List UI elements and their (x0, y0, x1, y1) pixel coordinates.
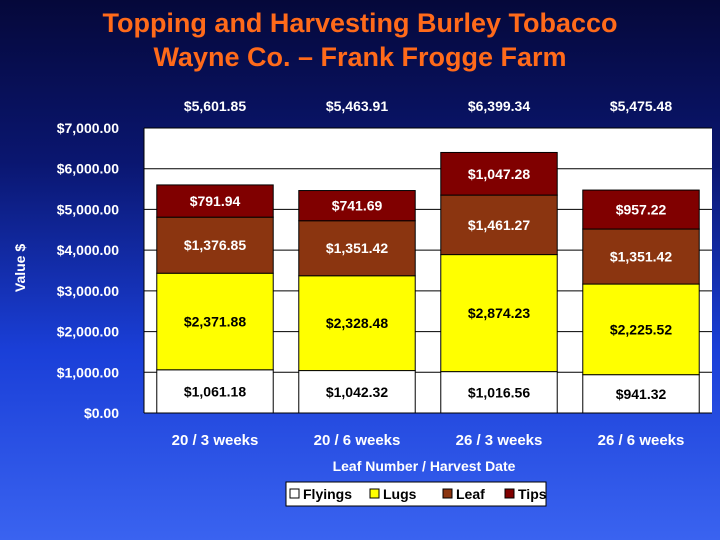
y-axis-tick-labels: $0.00 $1,000.00 $2,000.00 $3,000.00 $4,000.0… (57, 120, 119, 421)
segment-value-label: $1,061.18 (184, 383, 246, 399)
y-tick-label: $2,000.00 (57, 324, 119, 340)
bar-segment (298, 190, 416, 222)
title-line-1: Topping and Harvesting Burley Tobacco (102, 8, 618, 38)
legend-box (285, 481, 547, 507)
legend-swatch (289, 488, 300, 499)
bar-segment (440, 254, 558, 373)
segment-value-label: $1,047.28 (468, 166, 530, 182)
segment-value-label: $2,225.52 (610, 321, 672, 337)
bars (156, 151, 700, 414)
segment-value-label: $1,461.27 (468, 217, 530, 233)
y-axis-label: Value $ (12, 244, 28, 292)
bar-segment (156, 184, 274, 218)
segment-value-label: $1,016.56 (468, 384, 530, 400)
segment-value-label: $741.69 (332, 198, 383, 214)
bar-segment (440, 194, 558, 256)
x-axis-tick-labels: 20 / 3 weeks 20 / 6 weeks 26 / 3 weeks 26 /… (172, 432, 685, 449)
bar-segment (298, 275, 416, 372)
legend-swatch (442, 488, 453, 499)
bar-segment (440, 151, 558, 196)
bar-segment (298, 220, 416, 277)
y-tick-label: $4,000.00 (57, 242, 119, 258)
segment-value-label: $1,376.85 (184, 237, 246, 253)
total-value-label: $5,601.85 (184, 98, 246, 114)
segment-value-label: $1,351.42 (610, 249, 672, 265)
bar-segment (582, 283, 700, 376)
bar-segment (440, 371, 558, 414)
segment-value-label: $2,874.23 (468, 305, 530, 321)
segment-value-labels: $1,061.18 $2,371.88 $1,376.85 $791.94 $1,042… (184, 166, 672, 402)
y-tick-label: $5,000.00 (57, 201, 119, 217)
legend-label: Lugs (383, 486, 417, 502)
segment-value-label: $1,042.32 (326, 384, 388, 400)
y-tick-label: $7,000.00 (57, 120, 119, 136)
y-tick-label: $3,000.00 (57, 283, 119, 299)
bar-segment (582, 374, 700, 414)
x-tick-label: 26 / 6 weeks (598, 432, 685, 449)
y-tick-label: $1,000.00 (57, 364, 119, 380)
segment-value-label: $1,351.42 (326, 240, 388, 256)
bar-segment (298, 370, 416, 414)
total-value-label: $6,399.34 (468, 98, 530, 114)
legend-swatch (504, 488, 515, 499)
x-axis-label: Leaf Number / Harvest Date (333, 458, 516, 474)
segment-value-label: $2,328.48 (326, 315, 388, 331)
legend-label: Tips (518, 486, 547, 502)
y-tick-label: $0.00 (84, 405, 119, 421)
legend: Flyings Lugs Leaf Tips (285, 481, 547, 507)
x-tick-label: 20 / 6 weeks (314, 432, 401, 449)
segment-value-label: $2,371.88 (184, 314, 246, 330)
y-tick-label: $6,000.00 (57, 161, 119, 177)
chart-title: Topping and Harvesting Burley Tobacco Wa… (0, 6, 720, 74)
segment-value-label: $941.32 (616, 386, 667, 402)
legend-swatch (369, 488, 380, 499)
title-line-2: Wayne Co. – Frank Frogge Farm (153, 42, 567, 72)
total-value-label: $5,475.48 (610, 98, 672, 114)
total-value-label: $5,463.91 (326, 98, 388, 114)
legend-label: Leaf (456, 486, 485, 502)
total-value-labels: $5,601.85 $5,463.91 $6,399.34 $5,475.48 (184, 98, 672, 114)
segment-value-label: $791.94 (190, 193, 241, 209)
bar-segment (582, 228, 700, 285)
x-tick-label: 26 / 3 weeks (456, 432, 543, 449)
legend-label: Flyings (303, 486, 352, 502)
bar-segment (582, 189, 700, 230)
segment-value-label: $957.22 (616, 202, 667, 218)
x-tick-label: 20 / 3 weeks (172, 432, 259, 449)
